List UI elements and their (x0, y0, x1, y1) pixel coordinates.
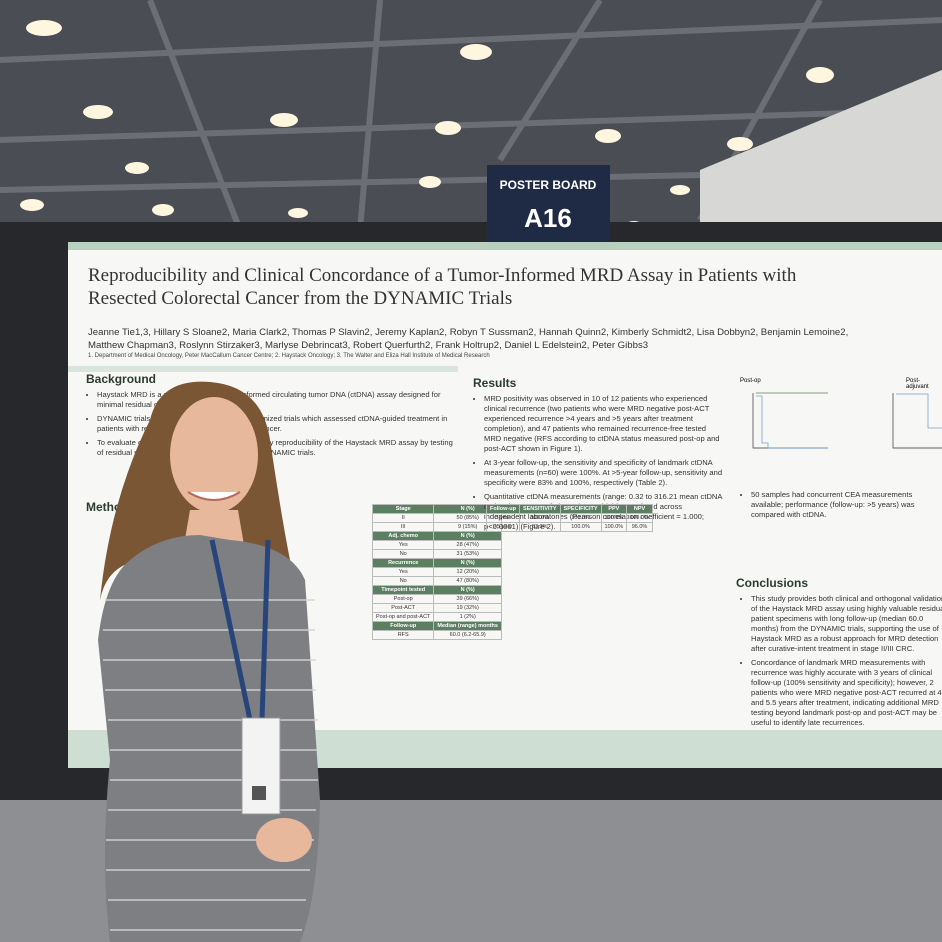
sign-plate (487, 165, 610, 245)
table-cell: 96.0% (626, 522, 653, 532)
table-row: RFS 60.0 (6.2-65.9) (371, 630, 502, 640)
section-heading: Background (86, 372, 157, 386)
affiliations: 1. Department of Medical Oncology, Peter… (88, 353, 490, 359)
table-cell: RFS (371, 630, 435, 640)
bullet: MRD positivity was observed in 10 of 12 … (484, 394, 723, 454)
lights (20, 20, 834, 231)
figure-title: Post-op (740, 378, 761, 384)
table-1: Stage N (%) II 50 (85%) III 9 (15%) Adj. chemo… (371, 504, 502, 640)
table-cell: 100.0% (559, 522, 602, 532)
wall (700, 70, 942, 250)
cea-text: 50 samples had concurrent CEA measuremen… (740, 490, 940, 524)
poster-title: Reproducibility and Clinical Concordance… (88, 265, 797, 309)
bullet: At 3-year follow-up, the sensitivity and… (484, 458, 723, 488)
section-heading: Conclusions (736, 576, 809, 590)
table-2: Follow-up SENSITIVITY SPECIFICITY PPV NPV 3-y… (486, 504, 653, 532)
section-heading: Results (473, 376, 517, 390)
conclusions-list: This study provides both clinical and or… (740, 594, 942, 732)
table-row: >5-year 83.3% 100.0% 100.0% 96.0% (486, 522, 653, 532)
divider (68, 366, 458, 372)
figure-1 (752, 392, 942, 449)
bullet: Concordance of landmark MRD measurements… (751, 658, 942, 728)
table-row: Follow-up Median (range) months (371, 621, 502, 631)
table-row: 3-year 100.0% 100.0% 100.0% 100.0% (486, 513, 653, 523)
figure-title: Post-adjuvant (906, 378, 929, 390)
sign-label: POSTER BOARD (500, 178, 597, 192)
table-cell: 60.0 (6.2-65.9) (433, 630, 502, 640)
table-cell: >5-year (486, 522, 520, 532)
sign-board: A16 (524, 203, 572, 233)
poster-band (68, 242, 942, 250)
bullet: This study provides both clinical and or… (751, 594, 942, 654)
authors: Jeanne Tie1,3, Hillary S Sloane2, Maria … (88, 327, 849, 351)
table-row: Follow-up SENSITIVITY SPECIFICITY PPV NPV (486, 504, 653, 514)
table-row: Timepoint tested N (%) (371, 585, 502, 595)
